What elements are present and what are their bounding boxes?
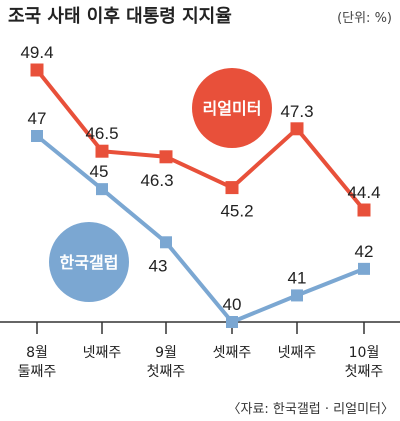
data-label: 41 <box>288 268 307 287</box>
data-labels: 49.4 46.5 46.3 45.2 47.3 44.4 47 45 43 40 41 42 <box>20 43 380 314</box>
data-label: 47 <box>28 109 47 128</box>
data-point <box>226 316 238 328</box>
x-tick-label: 넷째주 <box>278 345 317 361</box>
series-lines <box>35 68 366 324</box>
x-tick-label: 8월 둘째주 <box>18 345 57 380</box>
data-label: 49.4 <box>20 43 53 62</box>
data-label: 40 <box>223 295 242 314</box>
x-tick-label: 셋째주 <box>213 345 252 361</box>
x-tick-label: 넷째주 <box>83 345 122 361</box>
data-point <box>96 183 108 196</box>
series-line <box>35 134 365 324</box>
data-label: 44.4 <box>347 183 380 202</box>
data-point <box>30 63 44 77</box>
data-point <box>358 262 370 275</box>
data-label: 46.3 <box>140 171 173 190</box>
series-line <box>35 68 366 212</box>
data-point <box>159 150 173 164</box>
series-badge <box>192 68 272 148</box>
data-label: 43 <box>149 256 168 275</box>
x-ticks: 8월 둘째주 넷째주 9월 첫째주 셋째주 넷째주 10월 첫째주 <box>18 322 384 380</box>
data-point <box>160 236 172 249</box>
data-label: 47.3 <box>280 102 313 121</box>
data-label: 45.2 <box>220 202 253 221</box>
data-point <box>290 122 304 136</box>
data-point <box>31 130 43 142</box>
series-markers <box>30 63 371 328</box>
unit-note: (단위: %) <box>337 11 392 26</box>
source-note: 〈자료: 한국갤럽 · 리얼미터〉 <box>227 402 394 417</box>
data-label: 42 <box>355 242 374 261</box>
x-tick-label: 9월 첫째주 <box>147 345 186 380</box>
series-badge-label: 리얼미터 <box>203 99 262 118</box>
data-label: 45 <box>90 162 109 181</box>
data-label: 46.5 <box>85 124 118 143</box>
data-point <box>225 181 239 195</box>
x-tick-label: 10월 첫째주 <box>345 345 384 380</box>
data-point <box>291 289 303 302</box>
chart-title: 조국 사태 이후 대통령 지지율 <box>8 6 232 27</box>
data-point <box>95 144 109 158</box>
series-badge-label: 한국갤럽 <box>60 253 119 272</box>
series-badge <box>49 222 129 302</box>
data-point <box>357 203 371 217</box>
